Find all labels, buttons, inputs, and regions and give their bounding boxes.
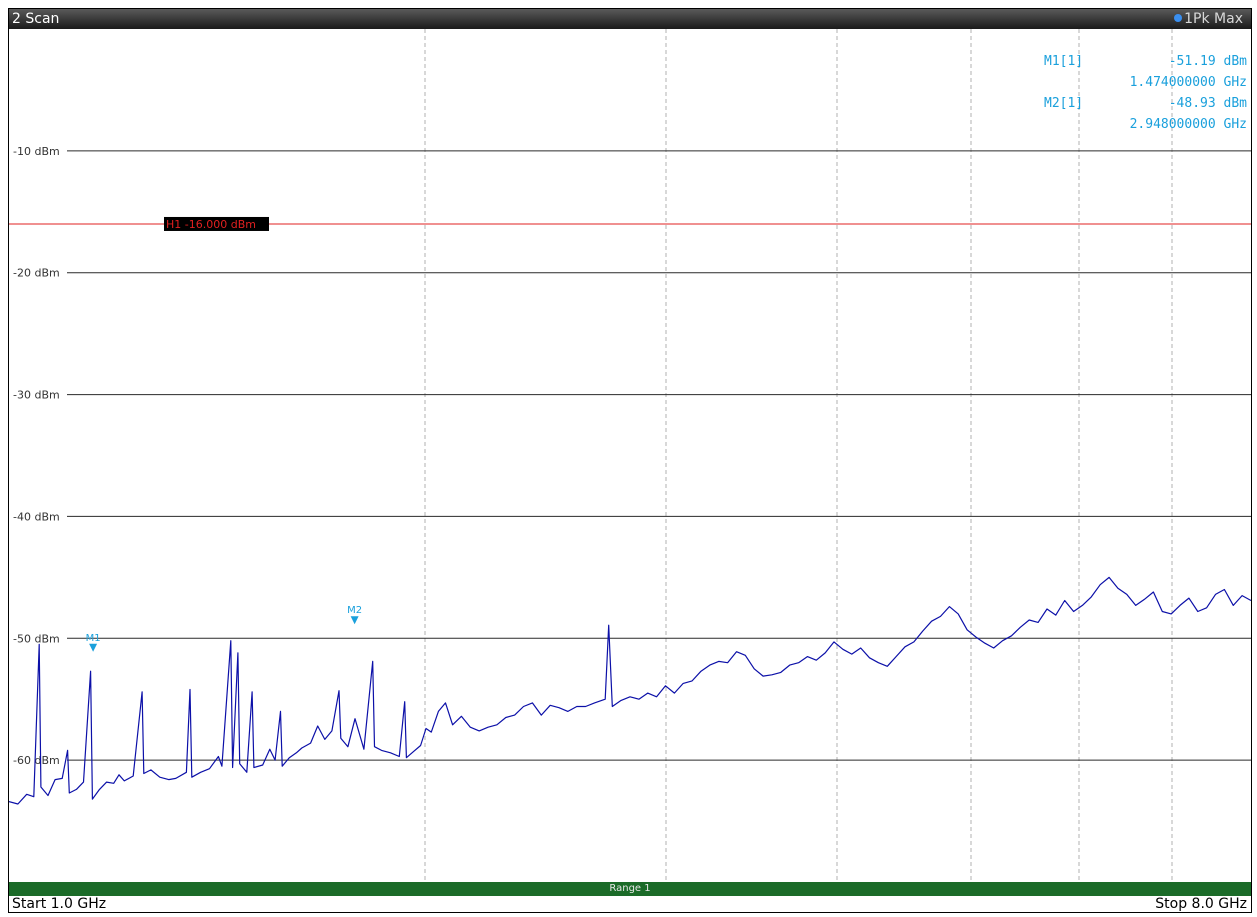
marker-level: -51.19 dBm <box>1168 54 1247 69</box>
marker-level: -48.93 dBm <box>1168 96 1247 111</box>
y-tick-label: -60 dBm <box>13 754 60 767</box>
trace-mode-label: 1Pk Max <box>1184 11 1243 27</box>
marker-triangle-icon[interactable] <box>89 643 98 652</box>
trace-group <box>8 576 1252 805</box>
stop-frequency: Stop 8.0 GHz <box>1155 896 1247 912</box>
marker-readout-row: 1.474000000 GHz <box>1044 72 1249 93</box>
marker-triangle-icon[interactable] <box>350 616 359 625</box>
marker-readout-table: M1[1] -51.19 dBm 1.474000000 GHz M2[1] -… <box>1044 51 1249 135</box>
window-titlebar: 2 Scan 1Pk Max <box>9 9 1251 29</box>
limit-line-group: H1 -16.000 dBm <box>9 216 1251 231</box>
range-bar: Range 1 <box>9 882 1251 896</box>
marker-label[interactable]: M1 <box>86 633 101 644</box>
range-label: Range 1 <box>609 883 651 894</box>
y-tick-label: -20 dBm <box>13 267 60 280</box>
markers-group[interactable]: M1 M2 <box>86 605 363 652</box>
marker-frequency: 2.948000000 GHz <box>1129 117 1247 132</box>
y-axis-labels: -10 dBm -20 dBm -30 dBm -40 dBm -50 dBm -60 d… <box>13 145 60 767</box>
trace-indicator-icon <box>1174 14 1183 22</box>
y-tick-label: -10 dBm <box>13 145 60 158</box>
trace-mode-indicator: 1Pk Max <box>1174 9 1243 29</box>
y-tick-label: -40 dBm <box>13 510 60 523</box>
start-frequency: Start 1.0 GHz <box>12 896 107 912</box>
window-title: 2 Scan <box>12 11 60 27</box>
spectrum-trace <box>8 576 1252 805</box>
limit-label: H1 -16.000 dBm <box>166 218 256 231</box>
scan-window: 2 Scan 1Pk Max -10 dBm -20 dBm -30 dBm -40 … <box>8 8 1252 913</box>
marker-name: M1[1] <box>1044 54 1084 69</box>
spectrum-plot[interactable]: -10 dBm -20 dBm -30 dBm -40 dBm -50 dBm -60 d… <box>8 29 1252 882</box>
spectrum-chart[interactable]: -10 dBm -20 dBm -30 dBm -40 dBm -50 dBm -60 d… <box>8 29 1252 882</box>
y-tick-label: -30 dBm <box>13 389 60 402</box>
marker-label[interactable]: M2 <box>347 605 362 616</box>
marker-frequency: 1.474000000 GHz <box>1129 75 1247 90</box>
marker-readout-row: M1[1] -51.19 dBm <box>1044 51 1249 72</box>
grid <box>67 29 1251 882</box>
limit-label-box <box>164 216 269 231</box>
frequency-footer: Start 1.0 GHz Stop 8.0 GHz <box>9 896 1251 912</box>
marker-readout-row: 2.948000000 GHz <box>1044 114 1249 135</box>
marker-readout-row: M2[1] -48.93 dBm <box>1044 93 1249 114</box>
y-tick-label: -50 dBm <box>13 632 60 645</box>
marker-name: M2[1] <box>1044 96 1084 111</box>
